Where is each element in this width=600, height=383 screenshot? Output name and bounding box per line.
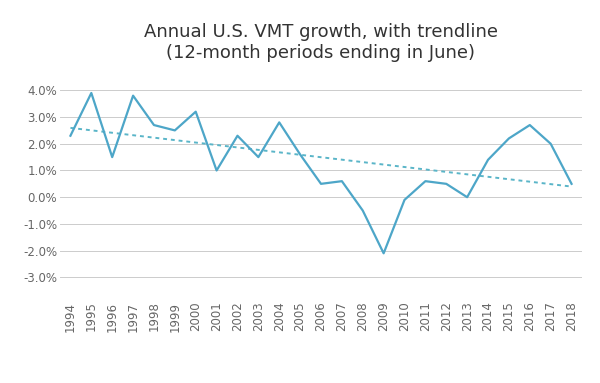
Title: Annual U.S. VMT growth, with trendline
(12-month periods ending in June): Annual U.S. VMT growth, with trendline (… [144,23,498,62]
